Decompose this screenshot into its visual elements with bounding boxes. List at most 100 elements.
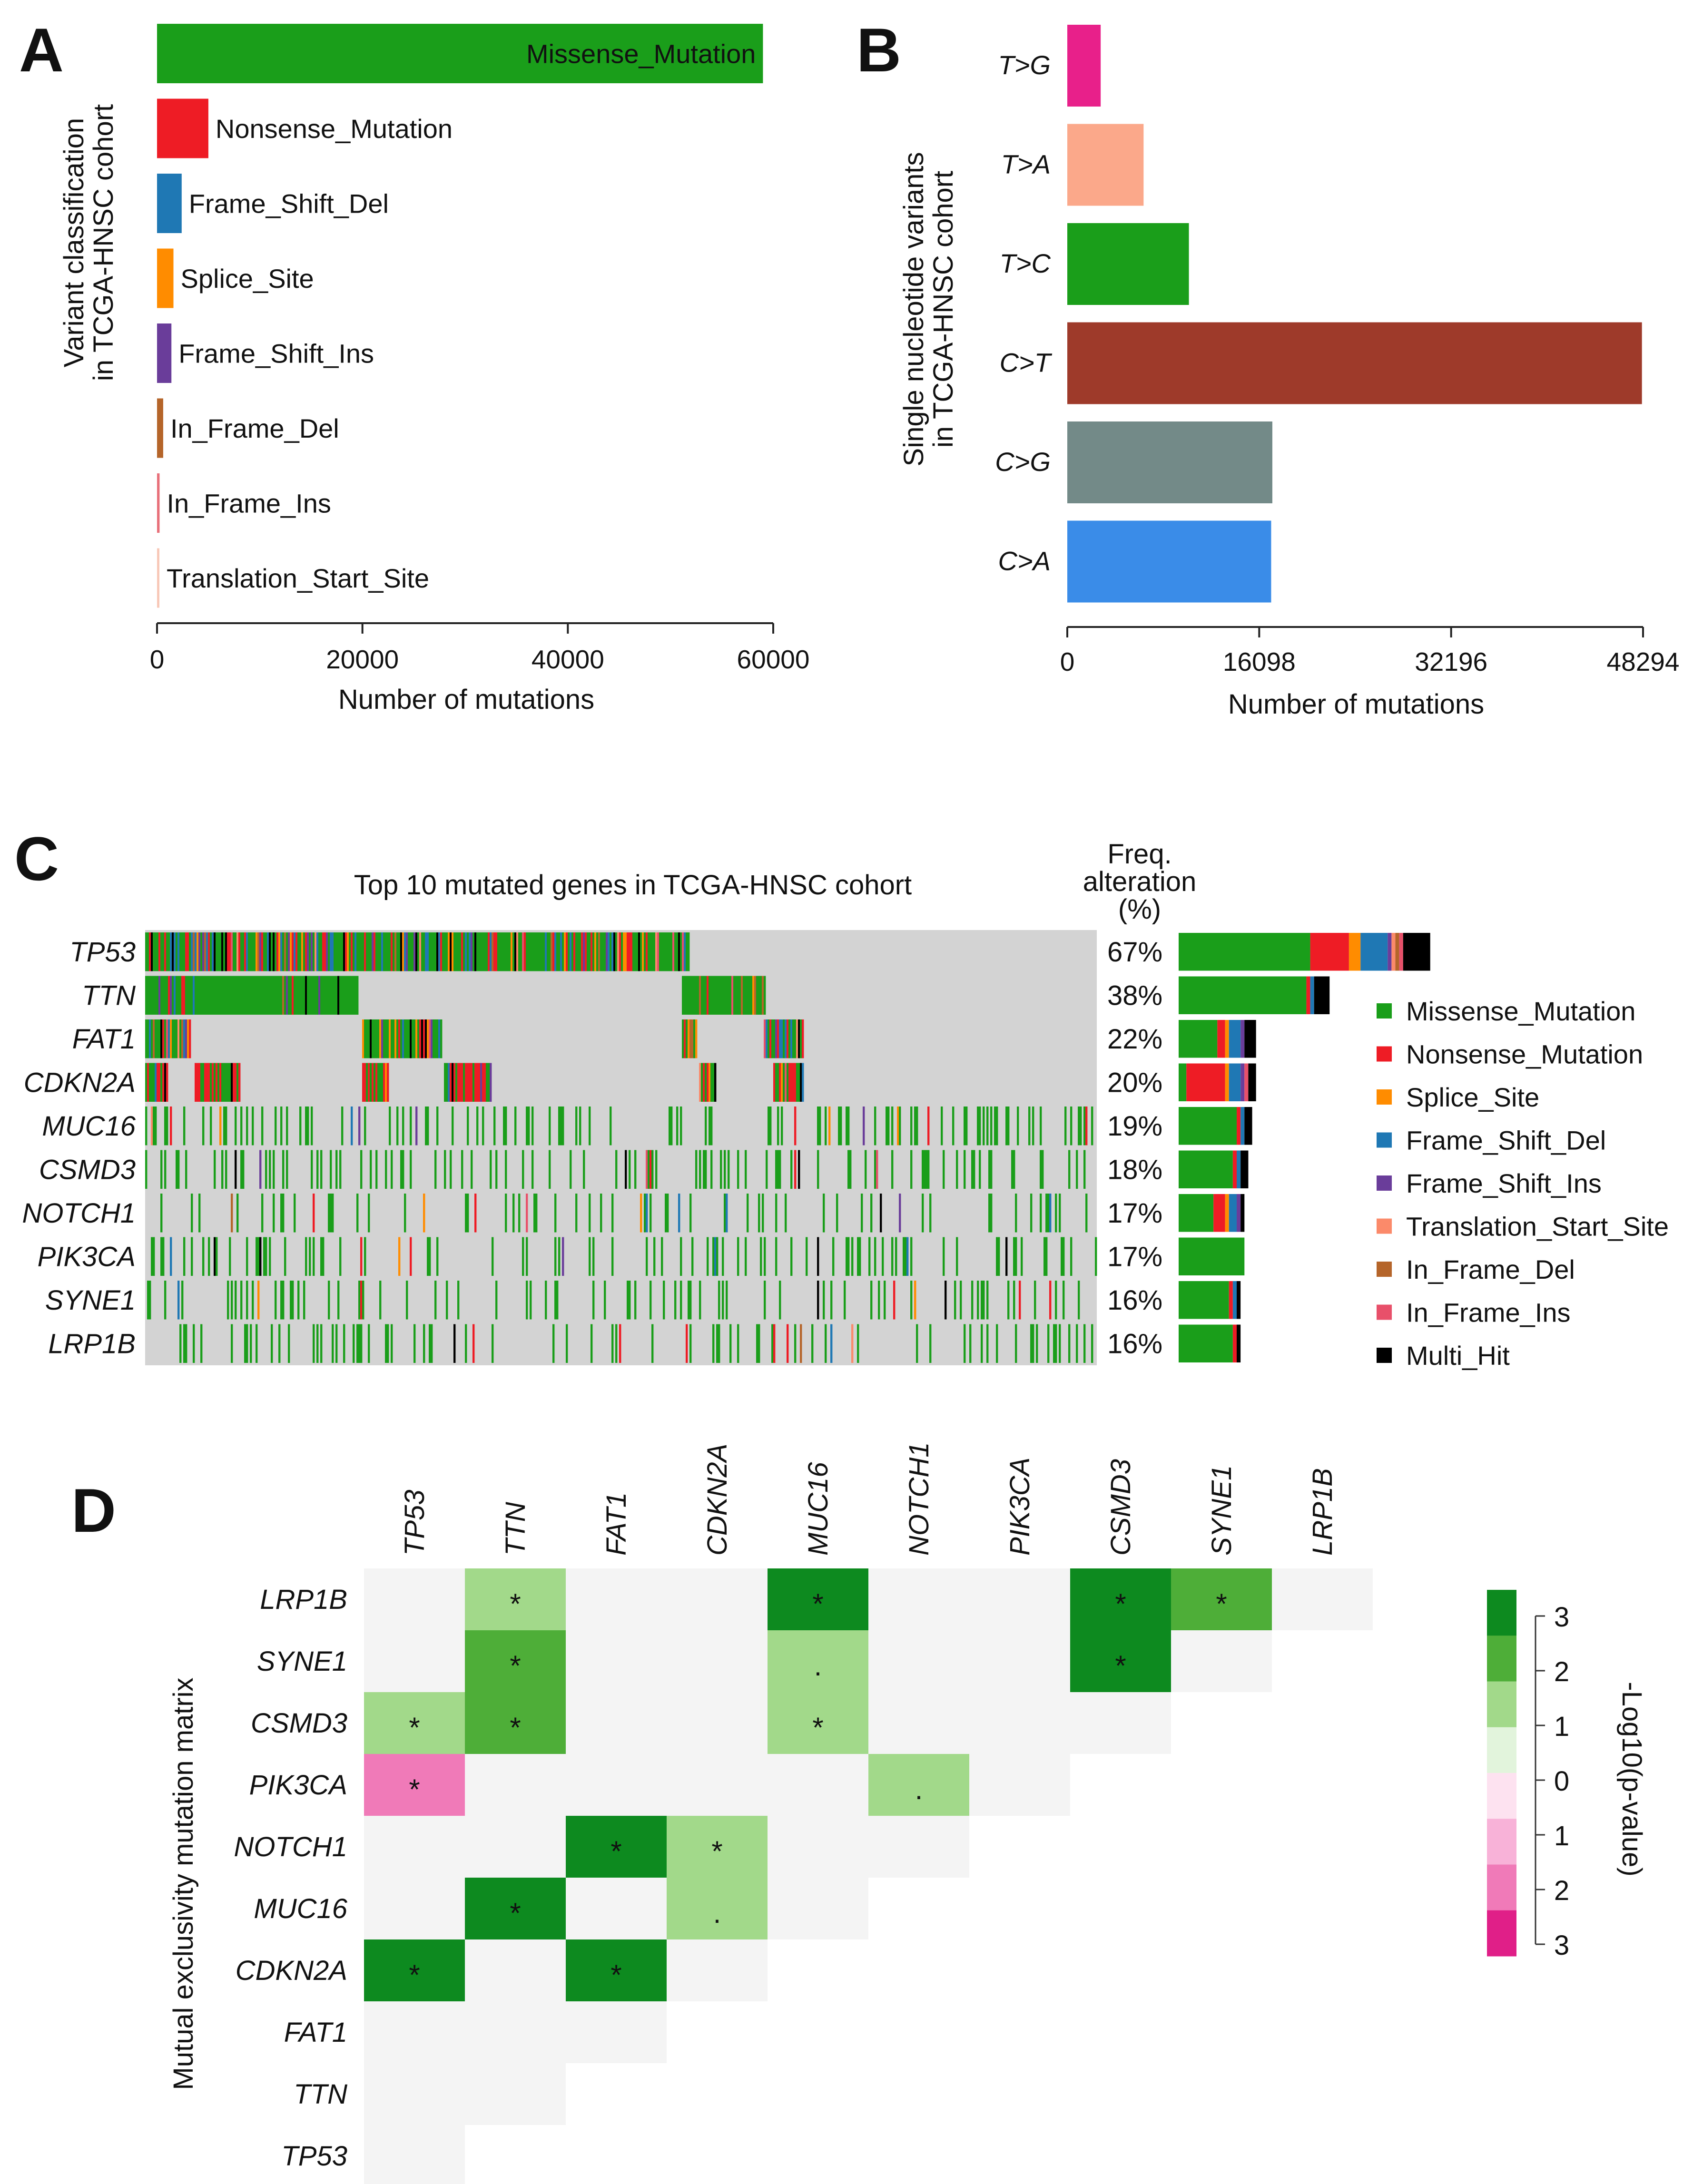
mutation-cell (1080, 1107, 1082, 1146)
mutation-cell (427, 1019, 429, 1058)
mutation-cell (773, 1063, 776, 1102)
mutation-cell (535, 932, 538, 971)
mutation-cell (465, 1063, 467, 1102)
mutation-cell (417, 932, 420, 971)
mutation-cell (545, 932, 547, 971)
mutation-cell (402, 932, 404, 971)
mutation-cell (147, 1281, 149, 1320)
mutation-cell (295, 976, 298, 1015)
significance-mark: * (510, 1897, 521, 1929)
x-tick-label: 40000 (532, 645, 604, 674)
mutation-cell (493, 932, 496, 971)
freq-segment-cdkn2a (1229, 1063, 1241, 1101)
mutation-cell (368, 1019, 370, 1058)
mutation-cell (383, 1063, 385, 1102)
mutation-cell (554, 1237, 557, 1276)
mutation-cell (722, 1237, 724, 1276)
mutation-cell (330, 976, 332, 1015)
bar-c-g (1067, 421, 1272, 503)
mutation-cell (1049, 1194, 1052, 1233)
mutation-cell (229, 1063, 231, 1102)
mutation-cell (261, 1107, 264, 1146)
mutation-cell (236, 1194, 239, 1233)
mutation-cell (238, 932, 241, 971)
mutation-cell (223, 932, 226, 971)
matrix-cell-lrp1b-ttn (465, 1568, 566, 1630)
mutation-cell (1032, 1107, 1034, 1146)
freq-segment-notch1 (1240, 1194, 1245, 1232)
mutation-cell (429, 1019, 431, 1058)
row-label-csmd3: CSMD3 (251, 1708, 347, 1739)
freq-segment-tp53 (1391, 933, 1396, 971)
mutation-cell (981, 1324, 983, 1363)
freq-label-pik3ca: 17% (1107, 1241, 1162, 1272)
mutation-cell (362, 1063, 364, 1102)
mutation-cell (724, 1194, 726, 1233)
panel-d-row-labels: LRP1B SYNE1 CSMD3 PIK3CA NOTCH1 MUC16 CDKN2A FA… (234, 1584, 348, 2172)
mutation-cell (374, 1019, 376, 1058)
freq-segment-ttn (1306, 976, 1310, 1014)
mutation-cell (754, 976, 757, 1015)
mutation-cell (558, 932, 561, 971)
bar-frame-shift-ins (157, 323, 172, 383)
mutation-cell (193, 932, 195, 971)
x-tick-label: 48294 (1607, 647, 1680, 676)
mutation-cell (471, 1063, 473, 1102)
mutation-cell (164, 1063, 167, 1102)
mutation-cell (880, 1194, 882, 1233)
mutation-cell (297, 932, 300, 971)
matrix-cell-empty (667, 1568, 768, 1630)
mutation-cell (347, 932, 349, 971)
mutation-cell (775, 1063, 778, 1102)
mutation-cell (383, 932, 385, 971)
mutation-cell (381, 1019, 384, 1058)
mutation-cell (798, 1063, 800, 1102)
mutation-cell (710, 976, 713, 1015)
mutation-cell (564, 932, 566, 971)
mutation-cell (667, 932, 669, 971)
matrix-cell-empty (868, 1692, 969, 1754)
mutation-cell (710, 1150, 713, 1189)
freq-label-cdkn2a: 20% (1107, 1067, 1162, 1098)
mutation-cell (231, 1194, 233, 1233)
mutation-cell (162, 1237, 165, 1276)
mutation-cell (554, 1281, 557, 1320)
mutation-cell (362, 1281, 364, 1320)
mutation-cell (179, 932, 182, 971)
mutation-cell (372, 1063, 374, 1102)
mutation-cell (802, 1063, 804, 1102)
mutation-cell (256, 976, 258, 1015)
mutation-cell (490, 1063, 492, 1102)
category-label-t-a: T>A (1001, 149, 1051, 179)
mutation-cell (210, 1107, 212, 1146)
mutation-cell (229, 976, 231, 1015)
mutation-cell (286, 1150, 288, 1189)
gene-label-syne1: SYNE1 (45, 1285, 136, 1316)
mutation-cell (256, 1237, 258, 1276)
mutation-cell (532, 932, 534, 971)
mutation-cell (379, 932, 382, 971)
mutation-cell (979, 1150, 981, 1189)
mutation-cell (729, 1324, 732, 1363)
mutation-cell (598, 932, 600, 971)
mutation-cell (421, 932, 423, 971)
mutation-cell (621, 932, 623, 971)
mutation-cell (882, 1237, 884, 1276)
mutation-cell (227, 1063, 229, 1102)
panel-c-freq-header: Freq.alteration(%) (1083, 839, 1197, 925)
mutation-cell (952, 1107, 955, 1146)
mutation-cell (259, 932, 262, 971)
mutation-cell (964, 1107, 966, 1146)
mutation-cell (689, 1019, 692, 1058)
mutation-cell (434, 932, 437, 971)
mutation-cell (261, 976, 264, 1015)
panel-c: C Top 10 mutated genes in TCGA-HNSC coho… (14, 824, 1669, 1371)
mutation-cell (983, 1281, 985, 1320)
mutation-cell (556, 932, 559, 971)
mutation-cell (195, 976, 197, 1015)
mutation-cell (486, 932, 488, 971)
mutation-cell (726, 976, 728, 1015)
mutation-cell (153, 932, 155, 971)
mutation-cell (385, 1150, 387, 1189)
freq-segment-csmd3 (1232, 1150, 1237, 1188)
